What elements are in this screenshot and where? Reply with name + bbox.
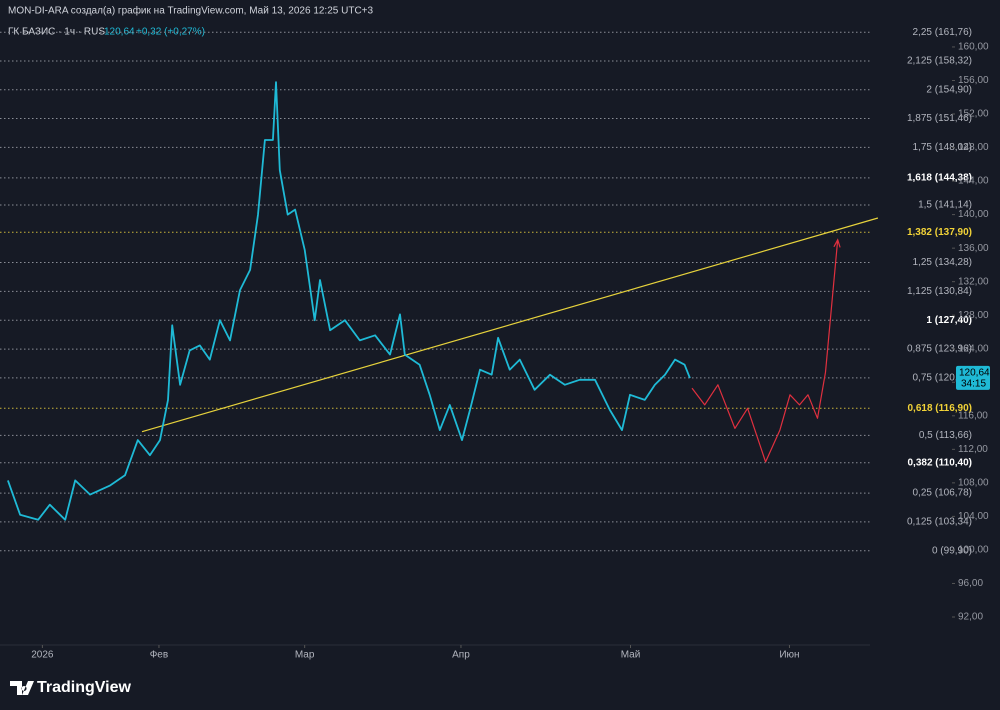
fib-label: 0,25 (106,78) xyxy=(913,488,973,499)
brand: TradingView xyxy=(37,679,132,696)
y-tick-label: 160,00 xyxy=(958,42,989,53)
y-tick-label: 144,00 xyxy=(958,176,989,187)
price-change: +0,32 (+0,27%) xyxy=(136,27,205,38)
y-tick-label: 116,00 xyxy=(958,410,988,421)
fib-label: 0,618 (116,90) xyxy=(908,403,973,414)
y-tick-label: 108,00 xyxy=(958,478,989,489)
x-tick-label: Июн xyxy=(779,650,799,661)
fib-label: 1,75 (148,02) xyxy=(913,142,973,153)
y-tick-label: 104,00 xyxy=(958,511,989,522)
price-line xyxy=(7,81,691,521)
fib-label: 1 (127,40) xyxy=(926,315,972,326)
fib-label: 2 (154,90) xyxy=(926,84,972,95)
y-tick-label: 156,00 xyxy=(958,75,989,86)
x-tick-label: 2026 xyxy=(31,650,54,661)
y-tick-label: 152,00 xyxy=(958,109,989,120)
fib-label: 0,75 (120,52) xyxy=(913,373,973,384)
y-tick-label: 112,00 xyxy=(958,444,988,455)
last-price: 120,64 xyxy=(104,27,135,38)
trend-line xyxy=(141,217,879,433)
logo: TradingView xyxy=(10,679,132,696)
forecast-line xyxy=(691,239,839,463)
y-tick-label: 128,00 xyxy=(958,310,989,321)
price-tag-timer: 34:15 xyxy=(961,379,986,390)
y-tick-label: 136,00 xyxy=(958,243,989,254)
y-tick-label: 124,00 xyxy=(958,343,989,354)
fib-label: 1,25 (134,28) xyxy=(913,257,973,268)
y-tick-label: 96,00 xyxy=(958,578,983,589)
fib-label: 1,875 (151,46) xyxy=(907,113,972,124)
x-tick-label: Мар xyxy=(295,650,315,661)
fib-label: 1,5 (141,14) xyxy=(918,200,972,211)
x-tick-label: Май xyxy=(621,650,641,661)
y-tick-label: 100,00 xyxy=(958,545,989,556)
y-tick-label: 92,00 xyxy=(958,612,983,623)
fib-label: 0,382 (110,40) xyxy=(908,457,973,468)
y-tick-label: 132,00 xyxy=(958,276,989,287)
logo-icon xyxy=(10,681,34,695)
header: MON-DI-ARA создал(а) график на TradingVi… xyxy=(8,5,374,17)
arrow-head xyxy=(833,238,841,248)
fib-label: 0,125 (103,34) xyxy=(907,517,972,528)
y-tick-label: 148,00 xyxy=(958,142,989,153)
plot xyxy=(0,31,879,552)
fib-label: 0,875 (123,96) xyxy=(907,344,972,355)
x-tick-label: Апр xyxy=(452,650,470,661)
price-tag xyxy=(956,365,990,390)
fib-label: 0 (99,90) xyxy=(932,545,972,556)
fib-label: 1,125 (130,84) xyxy=(907,286,972,297)
x-tick-label: Фев xyxy=(150,650,168,661)
y-tick-label: 140,00 xyxy=(958,209,989,220)
fib-label: 2,125 (158,32) xyxy=(907,56,972,67)
price-tag-label: 120,64 xyxy=(959,368,990,379)
fib-label: 1,382 (137,90) xyxy=(907,227,972,238)
fib-label: 0,5 (113,66) xyxy=(919,430,972,441)
fib-label: 2,25 (161,76) xyxy=(913,27,973,38)
fib-label: 1,618 (144,38) xyxy=(907,173,972,184)
